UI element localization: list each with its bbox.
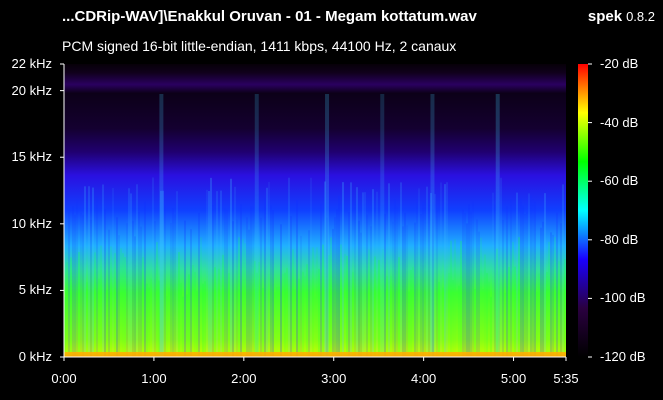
- color-scale-label: -100 dB: [600, 290, 646, 306]
- x-tick-label: 2:00: [231, 371, 257, 386]
- y-tick-label: 5 kHz: [18, 282, 52, 298]
- y-tick-label: 22 kHz: [11, 56, 52, 71]
- y-tick-label: 15 kHz: [11, 149, 52, 165]
- app-version: 0.8.2: [626, 9, 655, 24]
- spectrogram-field: [64, 64, 566, 357]
- color-scale-label: -20 dB: [600, 56, 639, 71]
- x-tick-label: 0:00: [51, 371, 77, 386]
- y-tick-label: 20 kHz: [11, 82, 52, 98]
- x-tick-label: 4:00: [410, 371, 437, 386]
- x-tick-label: 5:35: [553, 371, 579, 386]
- x-tick-label: 3:00: [321, 371, 347, 386]
- x-tick-label: 5:00: [500, 371, 527, 386]
- app-label: spek 0.8.2: [588, 8, 655, 25]
- spectrogram-texture: [64, 94, 566, 357]
- color-scale-label: -80 dB: [600, 231, 639, 247]
- color-scale-label: -40 dB: [600, 114, 639, 130]
- stream-info: PCM signed 16-bit little-endian, 1411 kb…: [62, 38, 457, 54]
- x-tick-label: 1:00: [141, 371, 167, 386]
- color-scale-label: -120 dB: [600, 349, 646, 364]
- file-title: ...CDRip-WAV]\Enakkul Oruvan - 01 - Mega…: [62, 8, 477, 25]
- app-name: spek: [587, 8, 623, 25]
- y-tick-label: 10 kHz: [11, 215, 52, 231]
- color-scale-bar: [578, 64, 588, 357]
- y-tick-label: 0 kHz: [18, 349, 52, 364]
- color-scale-label: -60 dB: [600, 173, 639, 189]
